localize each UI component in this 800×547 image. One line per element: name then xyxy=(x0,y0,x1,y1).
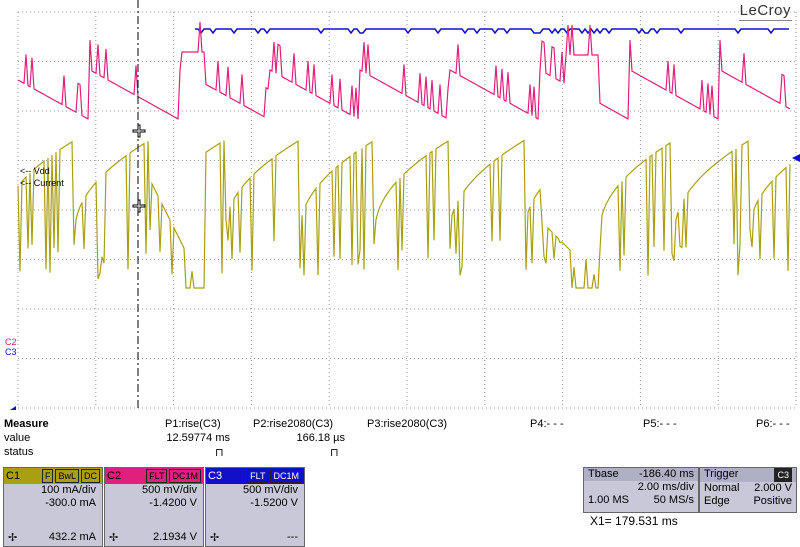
trigger-level-marker[interactable] xyxy=(792,154,800,162)
c1-tag-1: BwL xyxy=(55,469,79,483)
trigger-slope: Positive xyxy=(753,495,792,507)
param-p1-status: ⊓ xyxy=(215,447,224,459)
graticule xyxy=(17,11,797,409)
c2-readout: 2.1934 V xyxy=(152,531,197,543)
c3-offset: -1.5200 V xyxy=(250,497,298,509)
c3-readout: --- xyxy=(287,531,298,543)
channel-c1-name: C1 xyxy=(6,470,21,482)
c3-tag-1: DC1M xyxy=(270,469,302,483)
trigger-mode: Normal xyxy=(704,482,740,494)
trigger-source: C3 xyxy=(774,468,792,482)
cursor-cross-upper[interactable] xyxy=(132,124,146,138)
c2-waveform-trace xyxy=(17,21,791,120)
timebase-rate: 50 MS/s xyxy=(653,494,694,506)
measure-title: Measure xyxy=(4,418,49,430)
channel-c2-name: C2 xyxy=(107,470,122,482)
c3-scale: 500 mV/div xyxy=(242,484,298,496)
channel-c1-card[interactable]: C1 F BwL DC 100 mA/div -300.0 mA ✢ 432.2… xyxy=(3,467,103,547)
param-p1-name[interactable]: P1:rise(C3) xyxy=(165,418,221,430)
param-p2-value: 166.18 µs xyxy=(296,432,345,444)
timebase-samples: 1.00 MS xyxy=(588,494,629,506)
status-row-label: status xyxy=(4,446,34,458)
trigger-label: Trigger xyxy=(704,468,739,480)
c2-tag-1: DC1M xyxy=(169,469,201,483)
trigger-level: 2.000 V xyxy=(754,482,792,494)
c2-tag-0: FLT xyxy=(146,469,168,483)
param-p2-name[interactable]: P2:rise2080(C3) xyxy=(253,418,334,430)
c1-waveform-trace xyxy=(17,139,791,289)
timebase-panel[interactable]: Tbase -186.40 ms 2.00 ms/div 1.00 MS 50 MS… xyxy=(583,467,699,513)
cursor-value: 179.531 ms xyxy=(615,514,678,528)
measure-panel: Measure value status P1:rise(C3) 12.5977… xyxy=(0,418,800,464)
c3-offset-label: C3 xyxy=(5,347,17,357)
timebase-label: Tbase xyxy=(588,468,619,480)
lecroy-logo: LeCroy xyxy=(738,2,792,21)
param-p5-name[interactable]: P5:- - - xyxy=(643,418,677,430)
cursor-readout: X1= 179.531 ms xyxy=(590,514,678,528)
channel-c3-card[interactable]: C3 FLT DC1M 500 mV/div -1.5200 V ✢ --- xyxy=(205,467,305,547)
c1-tag-2: DC xyxy=(81,469,100,483)
trigger-panel[interactable]: Trigger C3 Normal 2.000 V Edge Positive xyxy=(699,467,797,513)
c2-offset: -1.4200 V xyxy=(149,497,197,509)
param-p4-name[interactable]: P4:- - - xyxy=(530,418,564,430)
c3-tag-0: FLT xyxy=(247,469,269,483)
param-p1-value: 12.59774 ms xyxy=(166,432,230,444)
param-p6-name[interactable]: P6:- - - xyxy=(756,418,790,430)
oscilloscope-display[interactable]: LeCroy <-- Vdd <-- Current C2 C3 xyxy=(0,0,800,414)
timebase-delay: -186.40 ms xyxy=(638,468,694,480)
c2-position-icon[interactable]: ✢ xyxy=(109,532,119,544)
c1-tag-0: F xyxy=(41,469,54,483)
c2-offset-label: C2 xyxy=(5,337,17,347)
c1-position-icon[interactable]: ✢ xyxy=(8,532,18,544)
param-p3-name[interactable]: P3:rise2080(C3) xyxy=(367,418,448,430)
param-p2-status: ⊓ xyxy=(330,447,339,459)
channel-c2-card[interactable]: C2 FLT DC1M 500 mV/div -1.4200 V ✢ 2.193… xyxy=(104,467,204,547)
c3-waveform-trace xyxy=(195,27,789,35)
vdd-trace-label: <-- Vdd xyxy=(20,166,50,176)
channel-c3-name: C3 xyxy=(208,470,223,482)
c1-scale: 100 mA/div xyxy=(40,484,96,496)
c1-offset: -300.0 mA xyxy=(45,497,96,509)
current-trace-label: <-- Current xyxy=(20,178,64,188)
c2-scale: 500 mV/div xyxy=(141,484,197,496)
cursor-label: X1= xyxy=(590,514,612,528)
c1-readout: 432.2 mA xyxy=(48,531,96,543)
waveform-grid xyxy=(10,0,800,414)
trigger-type: Edge xyxy=(704,495,730,507)
cursor-cross-lower[interactable] xyxy=(132,199,146,213)
trigger-position-marker[interactable] xyxy=(10,406,16,414)
value-row-label: value xyxy=(4,432,31,444)
c3-position-icon[interactable]: ✢ xyxy=(210,532,220,544)
timebase-per-div: 2.00 ms/div xyxy=(637,481,694,493)
